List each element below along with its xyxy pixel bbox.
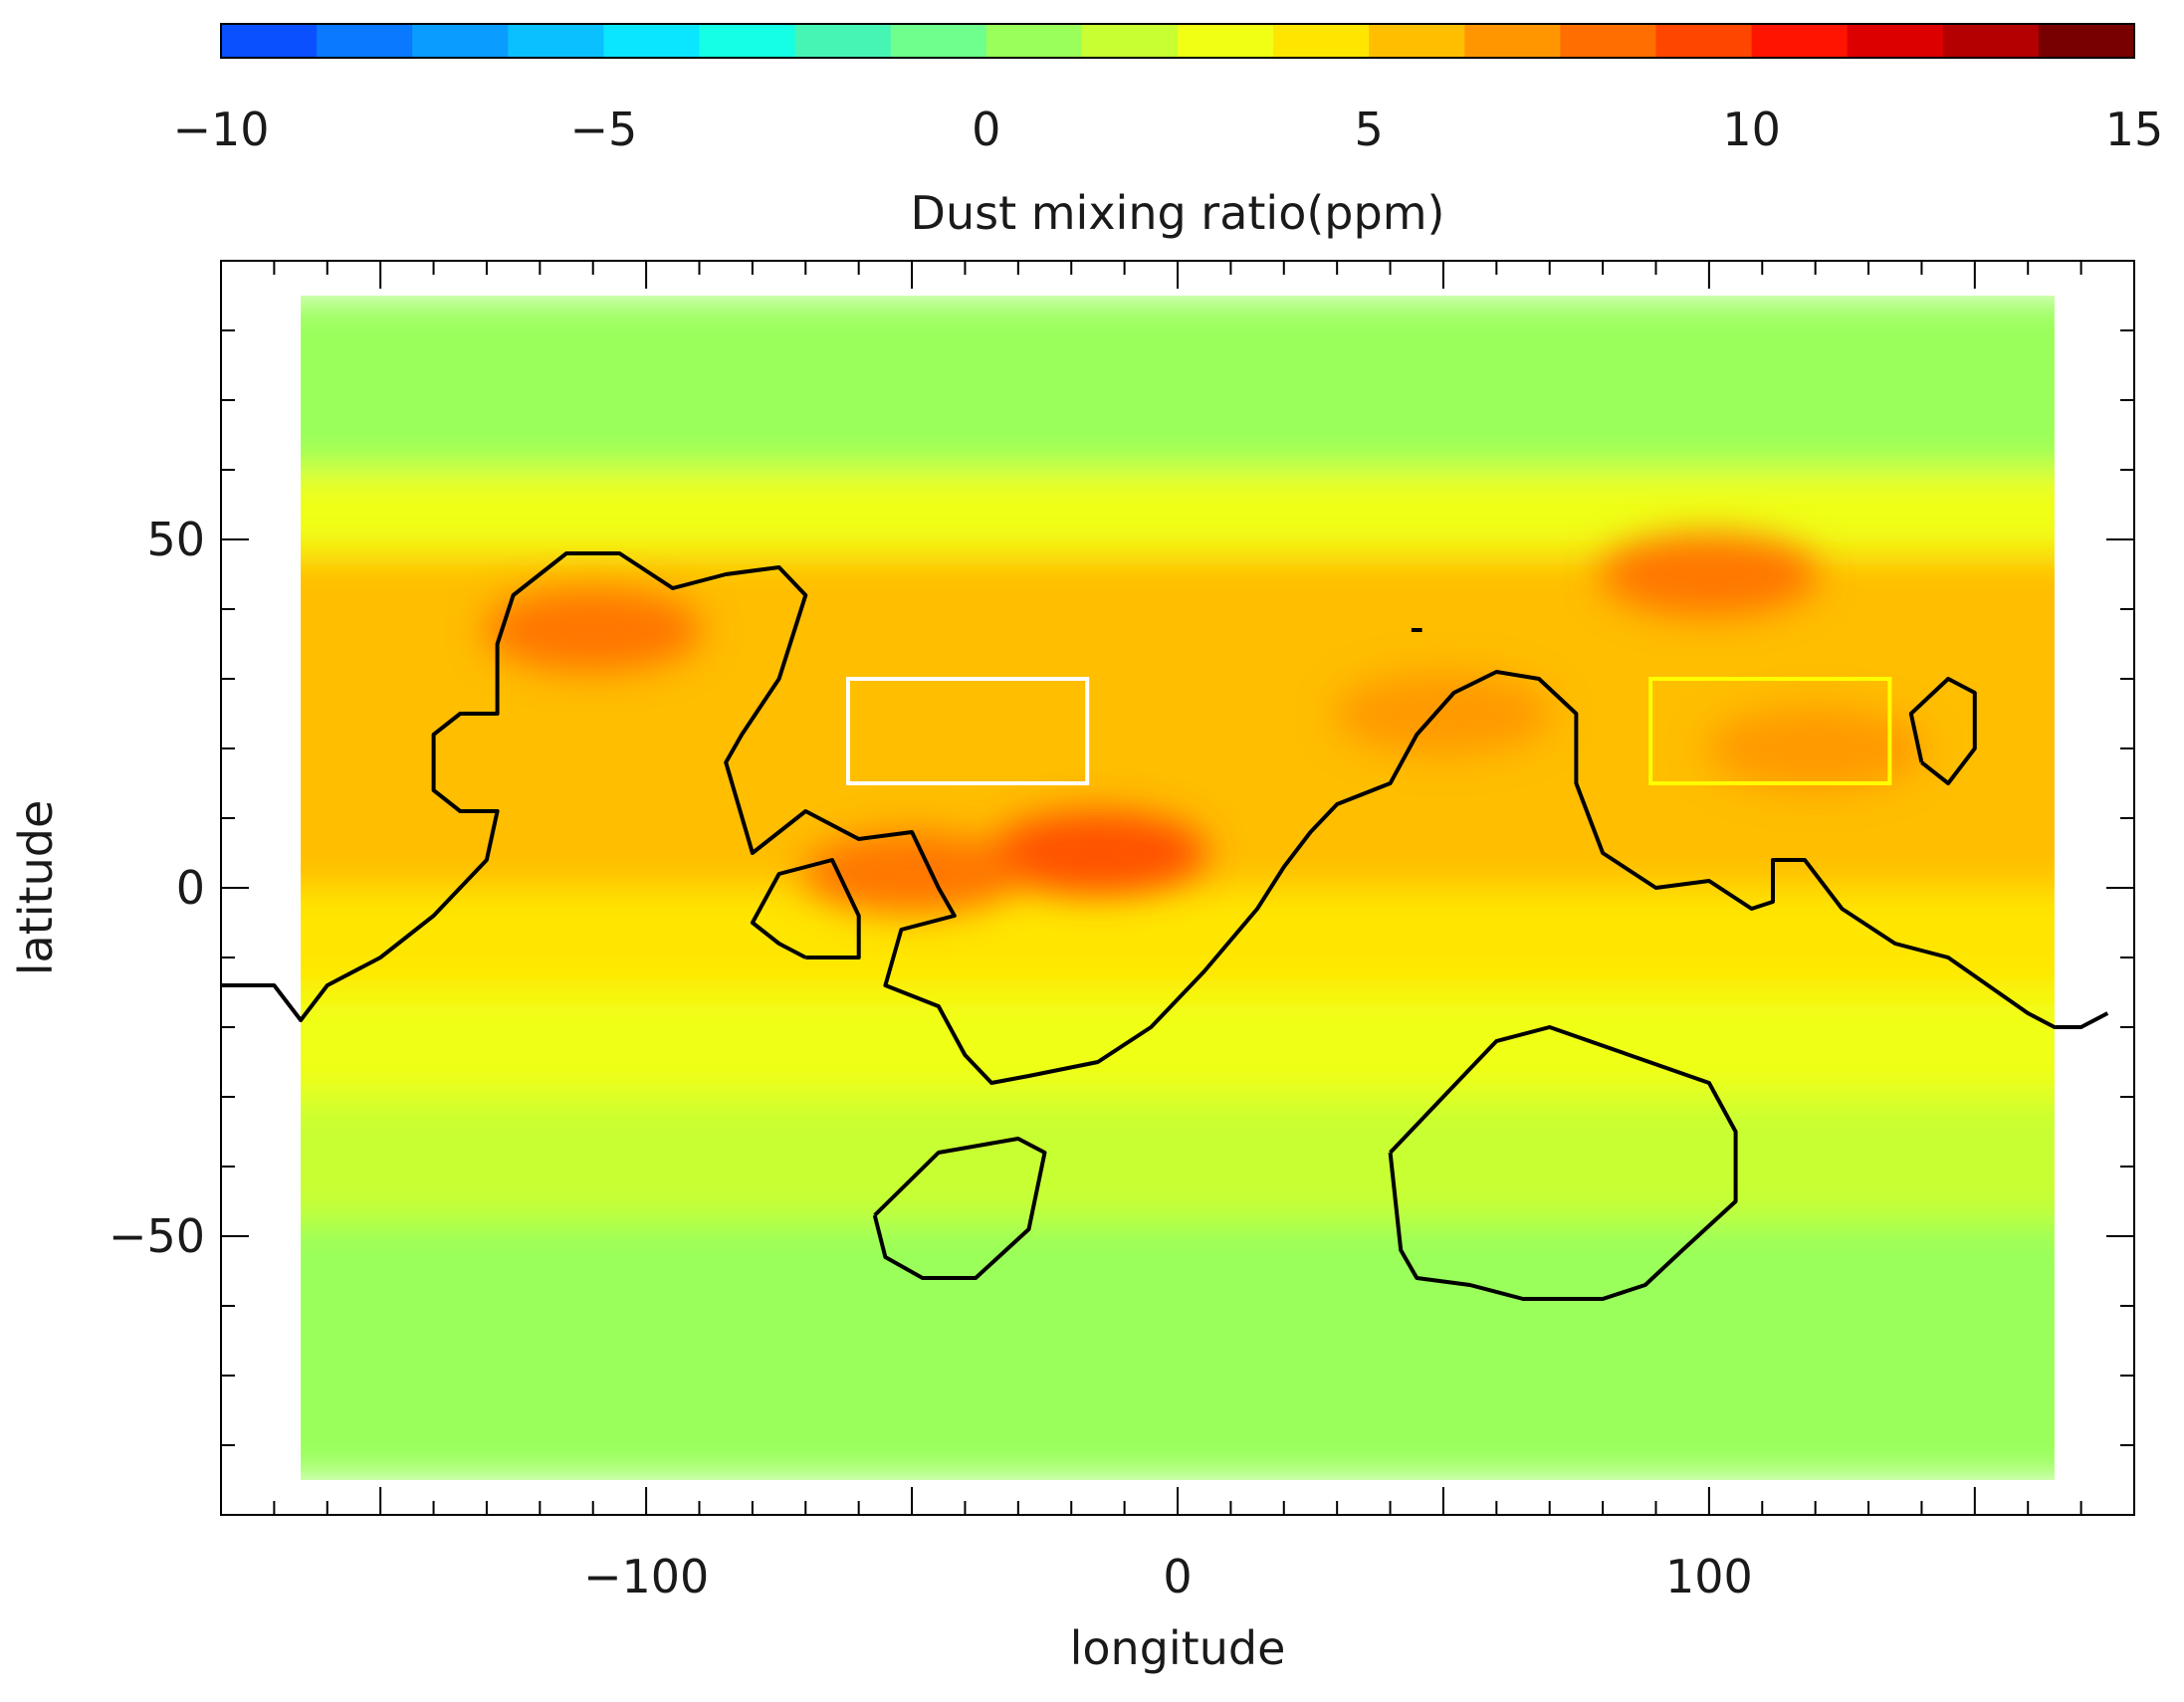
contour-line bbox=[221, 551, 2109, 1085]
colorbar-ticks: −10 −5 0 5 10 15 bbox=[172, 103, 2163, 156]
colorbar-swatches bbox=[221, 24, 2135, 58]
colorbar-swatch bbox=[603, 24, 701, 58]
contour-line bbox=[872, 1137, 1047, 1280]
colorbar-swatch bbox=[1751, 24, 1849, 58]
y-axis-label: latitude bbox=[9, 800, 63, 975]
colorbar-tick-label: 10 bbox=[1722, 103, 1781, 156]
dust-field bbox=[301, 296, 2055, 1480]
colorbar-tick-label: 15 bbox=[2105, 103, 2164, 156]
y-tick-label: 0 bbox=[176, 861, 205, 915]
colorbar-tick-label: 0 bbox=[972, 103, 1000, 156]
lat-band bbox=[301, 1222, 2055, 1480]
map-plot: −100 0 100 −50 0 50 longitude latitude bbox=[9, 260, 2135, 1675]
colorbar-label: Dust mixing ratio(ppm) bbox=[911, 186, 1445, 240]
hotspot bbox=[802, 832, 1022, 916]
colorbar-swatch bbox=[221, 24, 318, 58]
x-tick-label: 0 bbox=[1163, 1550, 1192, 1603]
colorbar-swatch bbox=[412, 24, 509, 58]
hotspots bbox=[483, 532, 1925, 916]
hotspot bbox=[1333, 672, 1553, 755]
x-tick-labels: −100 0 100 bbox=[583, 1550, 1753, 1603]
colorbar-swatch bbox=[1655, 24, 1753, 58]
y-tick-label: −50 bbox=[109, 1209, 205, 1263]
lat-band bbox=[301, 888, 2055, 993]
lat-band bbox=[301, 296, 2055, 471]
y-tick-labels: −50 0 50 bbox=[109, 513, 205, 1263]
lat-band bbox=[301, 1097, 2055, 1223]
hotspot bbox=[1599, 532, 1819, 616]
colorbar-tick-label: −5 bbox=[569, 103, 637, 156]
region-box bbox=[1648, 677, 1892, 785]
latitude-bands bbox=[301, 296, 2055, 1480]
colorbar-swatch bbox=[1942, 24, 2040, 58]
colorbar-swatch bbox=[317, 24, 413, 58]
region-boxes bbox=[845, 677, 1892, 785]
x-axis-label: longitude bbox=[1070, 1621, 1286, 1675]
region-box bbox=[845, 677, 1090, 785]
x-tick-label: 100 bbox=[1665, 1550, 1753, 1603]
colorbar-swatch bbox=[1464, 24, 1561, 58]
contour-line bbox=[750, 858, 861, 959]
colorbar-frame bbox=[220, 23, 2135, 59]
colorbar-swatch bbox=[1178, 24, 1274, 58]
topography-contours bbox=[221, 551, 2109, 1301]
colorbar-swatch bbox=[699, 24, 796, 58]
colorbar-swatch bbox=[1273, 24, 1370, 58]
hotspot bbox=[1705, 707, 1925, 790]
lat-band bbox=[301, 992, 2055, 1098]
colorbar-tick-label: 5 bbox=[1355, 103, 1384, 156]
axis-ticks bbox=[221, 261, 2134, 1515]
colorbar-tick-label: −10 bbox=[172, 103, 269, 156]
y-tick-label: 50 bbox=[146, 513, 205, 566]
colorbar-swatch bbox=[508, 24, 604, 58]
colorbar-swatch bbox=[1560, 24, 1657, 58]
colorbar-swatch bbox=[1847, 24, 1944, 58]
colorbar-swatch bbox=[890, 24, 987, 58]
hotspot bbox=[483, 588, 703, 672]
colorbar-swatch bbox=[2038, 24, 2135, 58]
colorbar-swatch bbox=[794, 24, 892, 58]
contour-line bbox=[1908, 677, 1977, 785]
colorbar-swatch bbox=[985, 24, 1083, 58]
lat-band bbox=[301, 470, 2055, 554]
colorbar: −10 −5 0 5 10 15 Dust mixing ratio(ppm) bbox=[172, 23, 2163, 240]
x-tick-label: −100 bbox=[583, 1550, 709, 1603]
hotspot bbox=[987, 811, 1207, 895]
contour-line bbox=[1388, 1025, 1738, 1301]
colorbar-swatch bbox=[1369, 24, 1465, 58]
colorbar-swatch bbox=[1081, 24, 1179, 58]
